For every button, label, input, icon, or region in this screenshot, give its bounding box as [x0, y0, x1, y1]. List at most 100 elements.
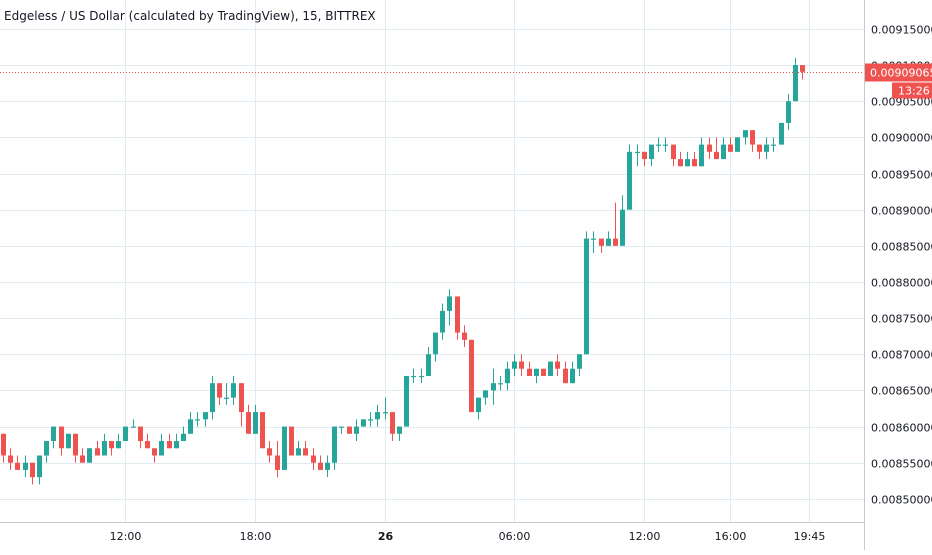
- candle-body: [404, 376, 409, 427]
- candle: [411, 369, 416, 383]
- candle-body: [131, 427, 136, 428]
- candle: [239, 383, 244, 426]
- y-tick-label: 0.00860000: [871, 422, 932, 435]
- candle-body: [253, 412, 258, 434]
- x-tick-label: 18:00: [240, 530, 272, 543]
- candle-body: [95, 448, 100, 455]
- candle-body: [764, 145, 769, 152]
- candle-body: [577, 354, 582, 368]
- price-axis[interactable]: 0.009150000.009100000.009050000.00900000…: [865, 0, 932, 550]
- candle: [87, 448, 92, 462]
- candle: [548, 361, 553, 375]
- candle-body: [570, 369, 575, 383]
- candle: [275, 441, 280, 477]
- candle: [707, 137, 712, 159]
- candle: [455, 296, 460, 339]
- candle-body: [303, 448, 308, 455]
- x-tick-label: 19:45: [794, 530, 826, 543]
- candle: [296, 441, 301, 455]
- candle: [174, 434, 179, 448]
- grid: [0, 0, 864, 522]
- candle: [743, 130, 748, 144]
- candle: [757, 145, 762, 159]
- candle: [447, 289, 452, 325]
- candle-body: [692, 159, 697, 166]
- candle: [195, 412, 200, 426]
- candle-body: [325, 463, 330, 470]
- candle-body: [181, 434, 186, 441]
- candle: [419, 369, 424, 383]
- candle: [534, 369, 539, 383]
- candle-body: [354, 427, 359, 434]
- candle-body: [512, 361, 517, 368]
- candle: [37, 455, 42, 484]
- candle-body: [368, 419, 373, 420]
- candle-body: [433, 333, 438, 355]
- candle: [476, 398, 481, 420]
- candle-body: [152, 448, 157, 455]
- x-tick-label: 16:00: [715, 530, 747, 543]
- y-tick-label: 0.00855000: [871, 458, 932, 471]
- candle: [779, 123, 784, 145]
- candle: [483, 390, 488, 404]
- candle: [8, 448, 13, 470]
- candle: [390, 412, 395, 441]
- candle: [145, 434, 150, 448]
- x-tick-label: 12:00: [629, 530, 661, 543]
- candle-body: [699, 145, 704, 167]
- candle: [188, 412, 193, 434]
- candle: [527, 361, 532, 375]
- countdown-label: 13:26: [898, 85, 930, 98]
- y-tick-label: 0.00890000: [871, 205, 932, 218]
- candle-body: [347, 427, 352, 434]
- candle: [714, 137, 719, 159]
- candle: [267, 441, 272, 463]
- candle: [167, 434, 172, 448]
- candle: [347, 427, 352, 434]
- candle-body: [210, 383, 215, 412]
- y-tick-label: 0.00865000: [871, 385, 932, 398]
- candle-body: [548, 361, 553, 375]
- candle-body: [296, 448, 301, 455]
- candle: [793, 58, 798, 101]
- candle: [1, 434, 6, 463]
- chart-title: Edgeless / US Dollar (calculated by Trad…: [4, 9, 376, 23]
- candle: [289, 427, 294, 456]
- candle-body: [188, 419, 193, 433]
- candle: [512, 354, 517, 376]
- candle: [642, 152, 647, 166]
- candles: [1, 58, 805, 485]
- candle-body: [8, 455, 13, 462]
- candle-body: [217, 383, 222, 397]
- candle-body: [203, 412, 208, 419]
- candle-body: [483, 390, 488, 397]
- candle: [663, 137, 668, 151]
- candle-body: [23, 463, 28, 470]
- candle-body: [750, 130, 755, 144]
- candle: [51, 427, 56, 449]
- candle-body: [37, 455, 42, 477]
- candle-body: [426, 354, 431, 376]
- candle-body: [627, 152, 632, 210]
- candle-body: [491, 383, 496, 390]
- candle-body: [685, 159, 690, 166]
- candle: [469, 340, 474, 412]
- candle-body: [116, 441, 121, 448]
- candle-body: [534, 369, 539, 376]
- candle-body: [51, 427, 56, 441]
- candle-body: [318, 463, 323, 470]
- candle: [462, 325, 467, 347]
- last-price-badge: 0.00909065: [865, 64, 932, 82]
- candle-body: [656, 145, 661, 146]
- candle: [771, 137, 776, 151]
- candle-body: [786, 101, 791, 123]
- candle-body: [714, 152, 719, 159]
- candle: [361, 419, 366, 426]
- candle: [491, 369, 496, 405]
- candle-body: [678, 159, 683, 166]
- candle: [246, 405, 251, 434]
- candle: [627, 145, 632, 210]
